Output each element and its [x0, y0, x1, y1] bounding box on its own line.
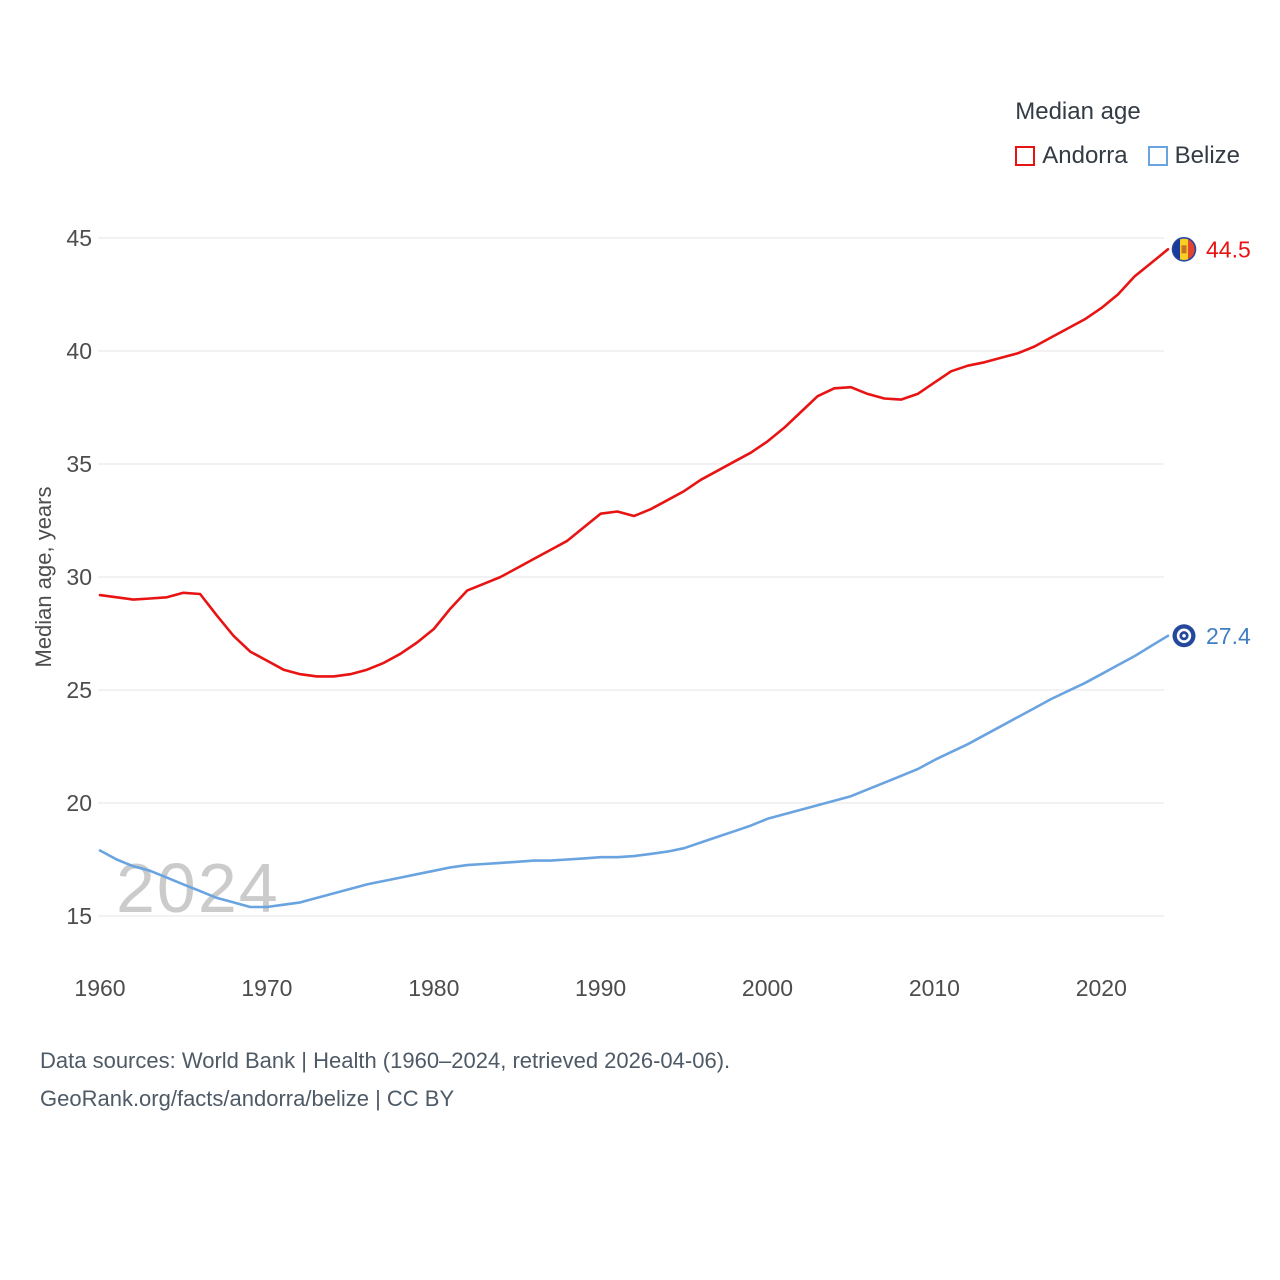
end-value-belize: 27.4 [1206, 623, 1251, 649]
x-tick-label-1990: 1990 [575, 975, 626, 1001]
x-tick-label-2020: 2020 [1076, 975, 1127, 1001]
legend-label-andorra: Andorra [1042, 142, 1128, 169]
watermark-year: 2024 [116, 849, 280, 927]
end-marker-belize-flag-icon [1172, 624, 1196, 648]
andorra-swatch [1015, 146, 1036, 166]
y-tick-label-15: 15 [66, 903, 92, 929]
legend-label-belize: Belize [1174, 142, 1240, 169]
x-tick-label-1970: 1970 [241, 975, 292, 1001]
end-marker-andorra-flag-icon [1171, 237, 1197, 262]
end-value-andorra: 44.5 [1206, 236, 1251, 262]
data-sources-text: Data sources: World Bank | Health (1960–… [40, 1048, 731, 1073]
y-tick-label-45: 45 [66, 225, 92, 251]
y-tick-label-35: 35 [66, 451, 92, 477]
x-tick-label-2000: 2000 [742, 975, 793, 1001]
chart-canvas: 15 20 25 30 35 40 45 1960 1970 1980 1990 2000 2010 20… [66, 225, 1251, 1001]
legend-item-andorra[interactable]: Andorra [1015, 142, 1128, 170]
legend-items: Andorra Belize [1015, 142, 1240, 170]
series-line-andorra [98, 248, 1170, 678]
series-line-belize [98, 634, 1170, 909]
y-tick-label-25: 25 [66, 677, 92, 703]
x-tick-label-2010: 2010 [909, 975, 960, 1001]
legend-item-belize[interactable]: Belize [1147, 142, 1240, 170]
x-tick-label-1980: 1980 [408, 975, 459, 1001]
y-tick-label-20: 20 [66, 790, 92, 816]
y-tick-label-40: 40 [66, 338, 92, 364]
belize-swatch [1147, 146, 1168, 166]
legend-title: Median age [1015, 98, 1141, 125]
legend: Median age Andorra Belize [1015, 98, 1240, 170]
y-axis-title: Median age, years [31, 486, 56, 668]
y-tick-label-30: 30 [66, 564, 92, 590]
attribution-text: GeoRank.org/facts/andorra/belize | CC BY [40, 1086, 455, 1111]
x-tick-label-1960: 1960 [74, 975, 125, 1001]
